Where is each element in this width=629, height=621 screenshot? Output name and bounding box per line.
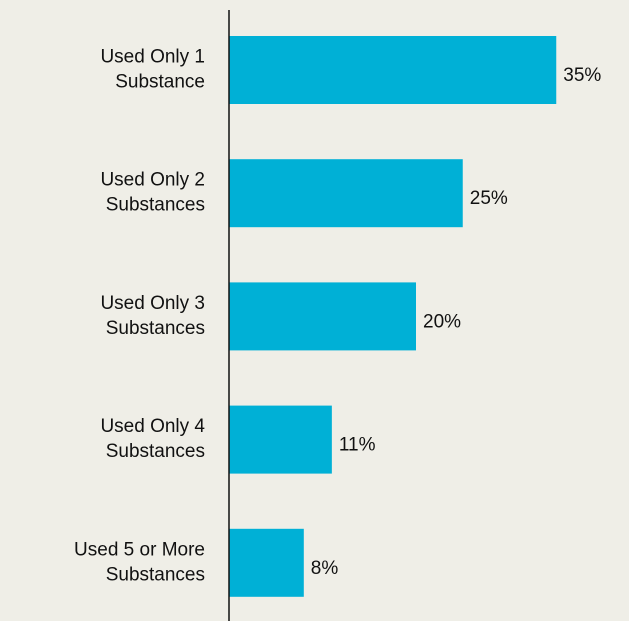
category-label: Substances bbox=[106, 195, 205, 216]
category-label: Used Only 2 bbox=[100, 170, 205, 191]
category-label: Used Only 4 bbox=[100, 416, 205, 437]
bar bbox=[229, 36, 557, 104]
category-label: Used 5 or More bbox=[74, 539, 205, 560]
value-label: 8% bbox=[311, 558, 339, 579]
value-label: 35% bbox=[563, 65, 601, 86]
bar bbox=[229, 405, 332, 474]
category-label: Substances bbox=[106, 441, 205, 462]
category-label: Substances bbox=[106, 564, 205, 585]
category-label: Used Only 3 bbox=[100, 293, 205, 314]
bar bbox=[229, 282, 416, 351]
category-label: Substances bbox=[106, 318, 205, 339]
category-label: Used Only 1 bbox=[100, 47, 205, 68]
value-label: 25% bbox=[470, 188, 508, 209]
category-label: Substance bbox=[115, 72, 205, 93]
value-label: 11% bbox=[339, 435, 376, 456]
value-label: 20% bbox=[423, 311, 461, 332]
bar bbox=[229, 159, 463, 228]
bar bbox=[229, 528, 304, 597]
